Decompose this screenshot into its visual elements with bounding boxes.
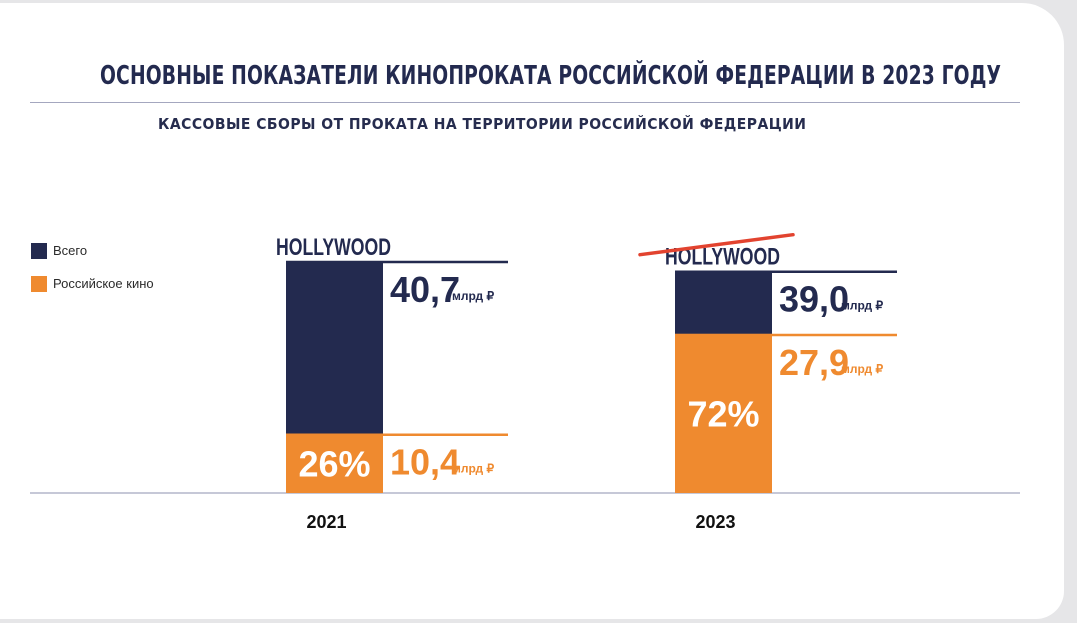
chart-subtitle: КАССОВЫЕ СБОРЫ ОТ ПРОКАТА НА ТЕРРИТОРИИ … <box>158 115 807 133</box>
unit-label-total-2023: млрд ₽ <box>841 299 883 313</box>
share-label-2023: 72% <box>687 393 759 434</box>
unit-label-russian-2023: млрд ₽ <box>841 362 883 376</box>
share-label-2021: 26% <box>298 443 370 484</box>
unit-label-total-2021: млрд ₽ <box>452 289 494 303</box>
infographic-card <box>0 3 1064 619</box>
bar-russian-2021 <box>286 433 383 493</box>
title-divider <box>30 102 1020 103</box>
data-label-russian-2023: 27,9 <box>779 342 849 383</box>
legend-label-russian: Российское кино <box>53 276 154 291</box>
bar-russian-2023 <box>675 333 772 493</box>
legend-swatch-total <box>31 243 47 259</box>
bar-total-2023 <box>675 270 772 334</box>
legend-label-total: Всего <box>53 243 88 258</box>
data-label-total-2021: 40,7 <box>390 269 460 310</box>
data-label-total-2023: 39,0 <box>779 279 849 320</box>
data-label-russian-2021: 10,4 <box>390 442 460 483</box>
x-tick-label-2021: 2021 <box>306 512 346 532</box>
bar-total-2021 <box>286 261 383 434</box>
unit-label-russian-2021: млрд ₽ <box>452 462 494 476</box>
strikethrough-line-2023 <box>638 232 795 257</box>
banner-label-2021: HOLLYWOOD <box>276 234 391 261</box>
x-tick-label-2023: 2023 <box>695 512 735 532</box>
legend-swatch-russian <box>31 276 47 292</box>
